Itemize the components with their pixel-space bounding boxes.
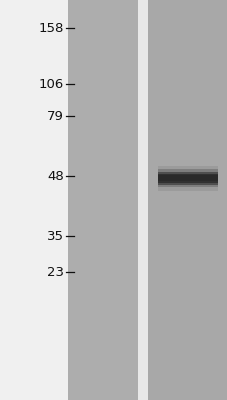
Bar: [157, 175, 217, 181]
Bar: [157, 176, 217, 180]
Bar: [157, 174, 217, 182]
Text: 23: 23: [47, 266, 64, 278]
Text: 79: 79: [47, 110, 64, 122]
Text: 35: 35: [47, 230, 64, 242]
Text: 158: 158: [38, 22, 64, 34]
Bar: [147, 0, 227, 400]
Bar: [157, 166, 217, 190]
Text: 106: 106: [39, 78, 64, 90]
Bar: [137, 0, 147, 400]
Bar: [68, 0, 137, 400]
Text: 48: 48: [47, 170, 64, 182]
Bar: [157, 169, 217, 187]
Bar: [157, 172, 217, 184]
